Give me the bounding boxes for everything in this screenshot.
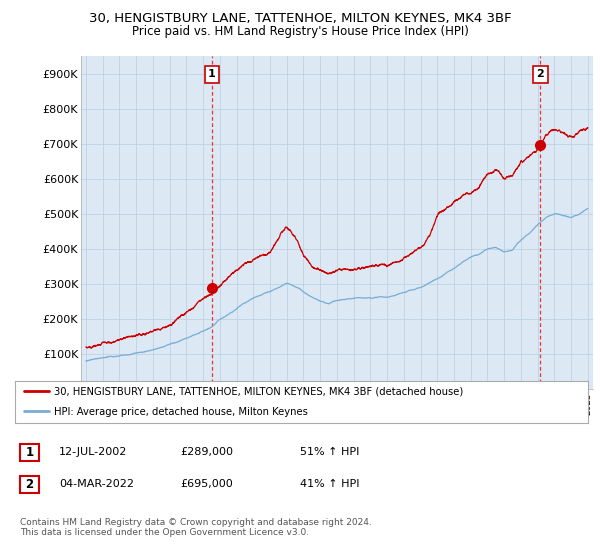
Text: 30, HENGISTBURY LANE, TATTENHOE, MILTON KEYNES, MK4 3BF (detached house): 30, HENGISTBURY LANE, TATTENHOE, MILTON … [54, 387, 463, 396]
Text: Price paid vs. HM Land Registry's House Price Index (HPI): Price paid vs. HM Land Registry's House … [131, 25, 469, 38]
Text: 04-MAR-2022: 04-MAR-2022 [59, 479, 134, 489]
Text: Contains HM Land Registry data © Crown copyright and database right 2024.
This d: Contains HM Land Registry data © Crown c… [20, 518, 371, 538]
Text: 2: 2 [536, 69, 544, 80]
Text: 2: 2 [25, 478, 34, 491]
Text: 1: 1 [208, 69, 216, 80]
Text: 30, HENGISTBURY LANE, TATTENHOE, MILTON KEYNES, MK4 3BF: 30, HENGISTBURY LANE, TATTENHOE, MILTON … [89, 12, 511, 25]
Text: 12-JUL-2002: 12-JUL-2002 [59, 447, 127, 458]
Text: £289,000: £289,000 [180, 447, 233, 458]
Text: 1: 1 [25, 446, 34, 459]
Text: £695,000: £695,000 [180, 479, 233, 489]
Text: 41% ↑ HPI: 41% ↑ HPI [300, 479, 359, 489]
Text: HPI: Average price, detached house, Milton Keynes: HPI: Average price, detached house, Milt… [54, 407, 308, 417]
Text: 51% ↑ HPI: 51% ↑ HPI [300, 447, 359, 458]
